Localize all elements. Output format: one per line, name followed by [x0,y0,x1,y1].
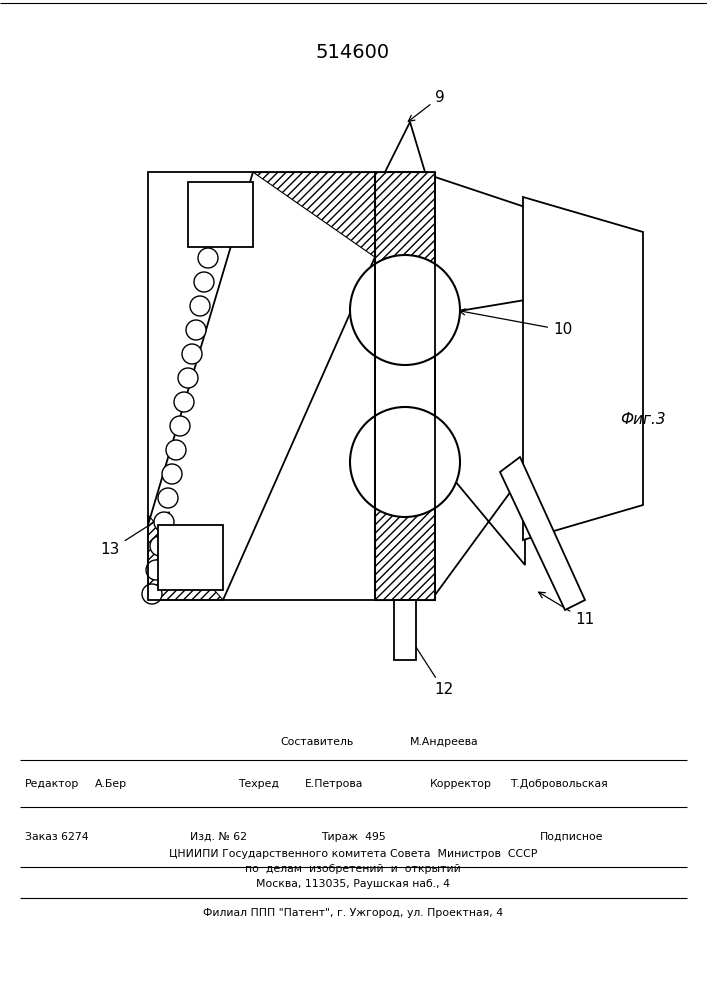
Text: Редактор: Редактор [25,779,79,789]
Circle shape [162,464,182,484]
Polygon shape [375,452,435,600]
Polygon shape [435,177,525,315]
Text: Т.Добровольская: Т.Добровольская [510,779,608,789]
Circle shape [150,536,170,556]
Bar [375,320,435,452]
Text: А.Бер: А.Бер [95,779,127,789]
Text: по  делам  изобретений  и  открытий: по делам изобретений и открытий [245,864,461,874]
Text: ЦНИИПИ Государственного комитета Совета  Министров  СССР: ЦНИИПИ Государственного комитета Совета … [169,849,537,859]
Text: Фиг.3: Фиг.3 [620,412,665,428]
Circle shape [350,407,460,517]
Circle shape [158,488,178,508]
Text: Заказ 6274: Заказ 6274 [25,832,88,842]
Bar [375,172,435,600]
Circle shape [182,344,202,364]
Text: Москва, 113035, Раушская наб., 4: Москва, 113035, Раушская наб., 4 [256,879,450,889]
Bar [188,182,253,247]
Text: Е.Петрова: Е.Петрова [305,779,363,789]
Circle shape [146,560,166,580]
Text: 13: 13 [100,512,170,558]
Circle shape [350,255,460,365]
Text: 9: 9 [409,90,445,121]
Bar [394,600,416,660]
Bar [148,172,375,600]
Polygon shape [375,172,435,320]
Polygon shape [523,197,643,540]
Polygon shape [148,515,223,600]
Text: Составитель: Составитель [280,737,354,747]
Text: Подписное: Подписное [540,832,604,842]
Text: Тираж  495: Тираж 495 [321,832,385,842]
Circle shape [142,584,162,604]
Bar [158,525,223,590]
Text: Филиал ППП "Патент", г. Ужгород, ул. Проектная, 4: Филиал ППП "Патент", г. Ужгород, ул. Про… [203,908,503,918]
Text: М.Андреева: М.Андреева [410,737,479,747]
Text: Изд. № 62: Изд. № 62 [190,832,247,842]
Text: Техред: Техред [238,779,279,789]
Circle shape [194,272,214,292]
Circle shape [174,392,194,412]
Circle shape [154,512,174,532]
Text: 11: 11 [539,592,595,628]
Bar [148,172,375,600]
Circle shape [170,416,190,436]
Circle shape [198,248,218,268]
Circle shape [178,368,198,388]
Circle shape [190,296,210,316]
Polygon shape [253,172,375,257]
Polygon shape [435,457,525,595]
Text: 10: 10 [459,309,572,338]
Text: Корректор: Корректор [430,779,492,789]
Circle shape [186,320,206,340]
Circle shape [166,440,186,460]
Polygon shape [385,122,425,172]
Text: 12: 12 [407,634,453,698]
Text: 514600: 514600 [316,42,390,62]
Polygon shape [500,457,585,610]
